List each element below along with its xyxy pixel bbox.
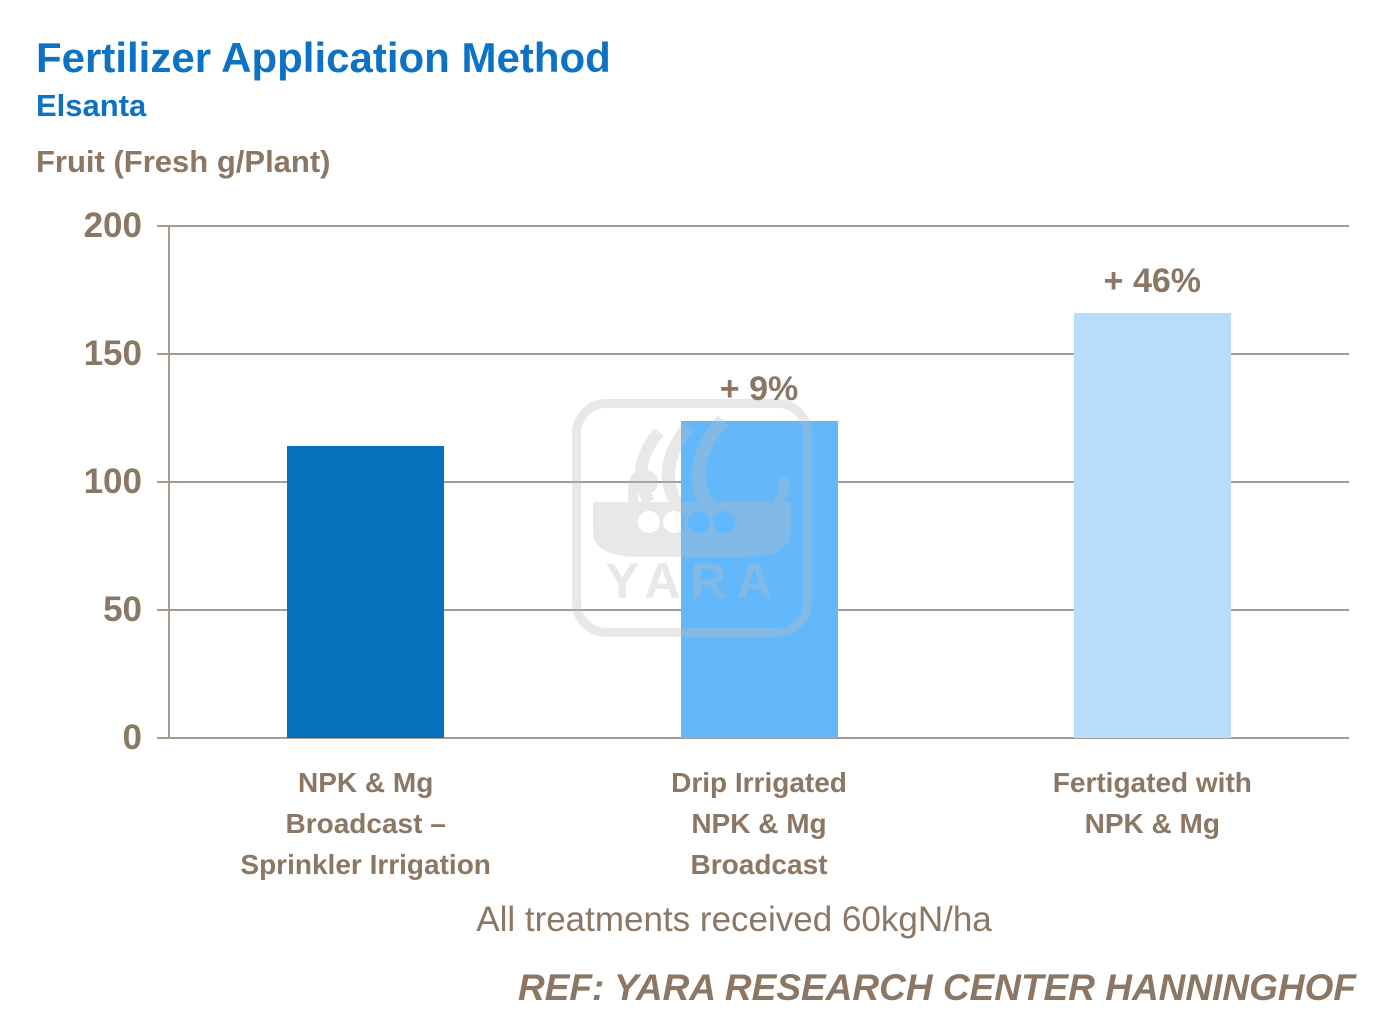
category-label-1: NPK & Mg Broadcast – Sprinkler Irrigation (146, 762, 586, 885)
category-label-line: NPK & Mg (691, 808, 827, 839)
category-label-line: NPK & Mg (1084, 808, 1220, 839)
category-label-line: NPK & Mg (297, 767, 434, 798)
bar-3 (1073, 313, 1231, 738)
category-label-line: Broadcast (690, 849, 828, 880)
bar-1 (287, 446, 445, 738)
gridline-150 (157, 353, 1349, 355)
bar-annotation-3: + 46% (1103, 262, 1201, 301)
y-tick-label-100: 100 (83, 462, 142, 501)
y-axis-line (168, 226, 170, 739)
bar-2 (680, 420, 838, 738)
footnote: All treatments received 60kgN/ha (476, 900, 992, 939)
bar-annotation-2: + 9% (719, 369, 799, 408)
y-tick-label-50: 50 (103, 590, 142, 629)
y-tick-label-0: 0 (122, 718, 142, 757)
category-label-line: Sprinkler Irrigation (240, 849, 491, 880)
category-label-line: Broadcast – (285, 808, 446, 839)
category-label-line: Fertigated with (1052, 767, 1252, 798)
category-label-line: Drip Irrigated (671, 767, 847, 798)
page-title: Fertilizer Application Method (36, 34, 611, 81)
category-label-2: Drip Irrigated NPK & Mg Broadcast (539, 762, 979, 885)
gridline-200 (157, 225, 1349, 227)
gridline-0 (157, 737, 1349, 739)
category-label-3: Fertigated with NPK & Mg (932, 762, 1372, 844)
y-tick-label-200: 200 (83, 206, 142, 245)
y-tick-label-150: 150 (83, 334, 142, 373)
reference-text: REF: YARA RESEARCH CENTER HANNINGHOF (517, 967, 1356, 1008)
y-axis-title: Fruit (Fresh g/Plant) (36, 144, 331, 179)
page-subtitle: Elsanta (36, 88, 147, 123)
